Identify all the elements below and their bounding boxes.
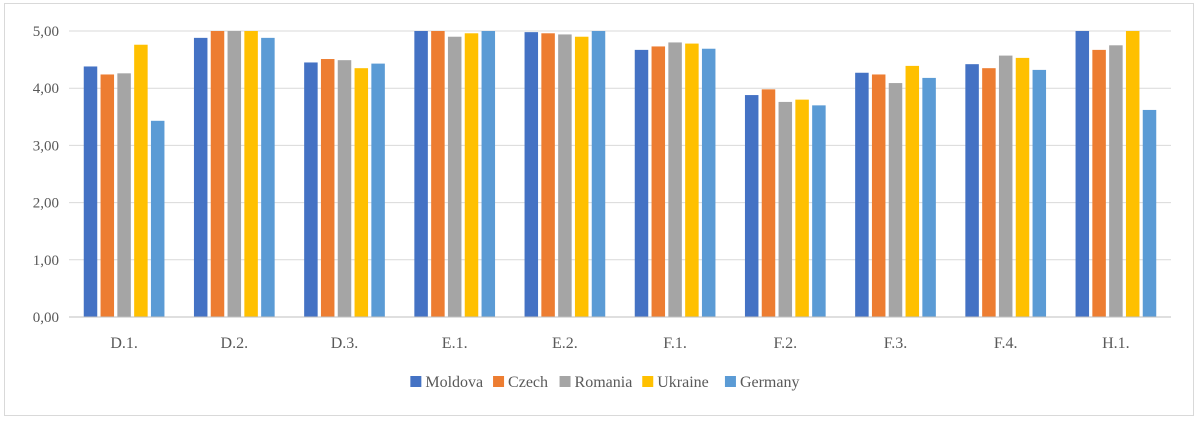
y-tick-label: 0,00 (33, 310, 59, 326)
legend-label-moldova: Moldova (425, 374, 483, 391)
bar-germany-f4 (1032, 69, 1047, 317)
bar-germany-h1 (1142, 109, 1157, 317)
bar-czech-h1 (1092, 49, 1106, 317)
bar-romania-f1 (668, 42, 682, 317)
bar-moldova-d3 (304, 62, 318, 318)
bar-czech-d3 (320, 59, 335, 317)
axes: 0,00 1,00 2,00 3,00 4,00 5,00 D.1. D.2. D.3. E.1.… (33, 24, 1171, 352)
bars (83, 31, 1157, 318)
legend-label-ukraine: Ukraine (657, 374, 709, 391)
bar-ukraine-d1 (134, 44, 148, 318)
bar-czech-e2 (541, 33, 555, 318)
bar-germany-f2 (812, 105, 826, 317)
bar-ukraine-h1 (1125, 31, 1140, 317)
bar-moldova-f3 (855, 72, 869, 317)
y-tick-label: 3,00 (33, 138, 59, 154)
bar-romania-d1 (117, 73, 131, 317)
x-category-label: E.2. (552, 335, 578, 352)
bar-moldova-f1 (634, 49, 649, 317)
bar-czech-f4 (982, 68, 996, 318)
bar-germany-d1 (150, 120, 165, 317)
y-tick-label: 2,00 (33, 196, 59, 212)
bar-romania-f2 (778, 101, 793, 317)
bar-romania-f4 (998, 55, 1013, 317)
x-category-label: D.2. (221, 335, 249, 352)
bar-ukraine-d3 (354, 68, 369, 318)
bar-moldova-d2 (193, 37, 208, 317)
bar-ukraine-e1 (464, 33, 479, 318)
legend-swatch-germany (724, 376, 736, 387)
bar-czech-f2 (761, 89, 776, 318)
bar-ukraine-f3 (905, 65, 920, 317)
y-tick-label: 5,00 (33, 24, 59, 40)
chart-frame: 0,00 1,00 2,00 3,00 4,00 5,00 D.1. D.2. D.3. E.1.… (4, 3, 1194, 416)
bar-czech-d2 (210, 31, 225, 317)
bar-ukraine-f4 (1015, 57, 1030, 317)
bar-czech-d1 (100, 74, 115, 317)
bar-germany-f3 (922, 77, 936, 318)
y-tick-label: 1,00 (33, 253, 59, 269)
y-tick-label: 4,00 (33, 81, 59, 97)
bar-moldova-e1 (414, 31, 428, 317)
bar-germany-f1 (701, 48, 716, 318)
bar-romania-f3 (888, 83, 903, 317)
x-category-label: F.3. (884, 335, 908, 352)
bar-moldova-f2 (744, 95, 759, 318)
bar-chart: 0,00 1,00 2,00 3,00 4,00 5,00 D.1. D.2. D.3. E.1.… (33, 24, 1171, 391)
bar-romania-e2 (558, 34, 572, 317)
x-category-label: F.1. (663, 335, 687, 352)
legend-label-czech: Czech (508, 374, 548, 391)
bar-ukraine-e2 (574, 36, 589, 317)
bar-germany-e1 (481, 31, 496, 317)
x-category-label: H.1. (1102, 335, 1130, 352)
legend: Moldova Czech Romania Ukraine Germany (410, 374, 799, 391)
x-category-label: F.4. (994, 335, 1018, 352)
bar-romania-h1 (1109, 45, 1123, 318)
x-category-label: E.1. (442, 335, 468, 352)
legend-swatch-moldova (410, 376, 422, 387)
bar-romania-d2 (227, 31, 242, 317)
bar-czech-f1 (651, 46, 666, 317)
bar-germany-e2 (591, 31, 606, 317)
bar-ukraine-f2 (795, 99, 809, 317)
bar-moldova-h1 (1075, 31, 1090, 317)
legend-label-romania: Romania (575, 374, 633, 391)
bar-ukraine-f1 (685, 43, 699, 318)
bar-romania-e1 (447, 36, 462, 317)
bar-romania-d3 (337, 60, 352, 318)
bar-moldova-d1 (83, 66, 98, 317)
legend-swatch-czech (493, 376, 505, 387)
bar-moldova-f4 (965, 64, 979, 317)
bar-czech-e1 (431, 31, 445, 317)
bar-germany-d3 (371, 63, 385, 317)
bar-germany-d2 (261, 37, 275, 317)
x-category-label: D.1. (110, 335, 138, 352)
legend-label-germany: Germany (740, 374, 800, 391)
bar-moldova-e2 (524, 32, 539, 318)
x-category-label: F.2. (773, 335, 797, 352)
bar-czech-f3 (871, 74, 886, 317)
x-category-label: D.3. (331, 335, 359, 352)
bar-ukraine-d2 (244, 31, 258, 317)
legend-swatch-ukraine (642, 376, 654, 387)
legend-swatch-romania (559, 376, 571, 387)
